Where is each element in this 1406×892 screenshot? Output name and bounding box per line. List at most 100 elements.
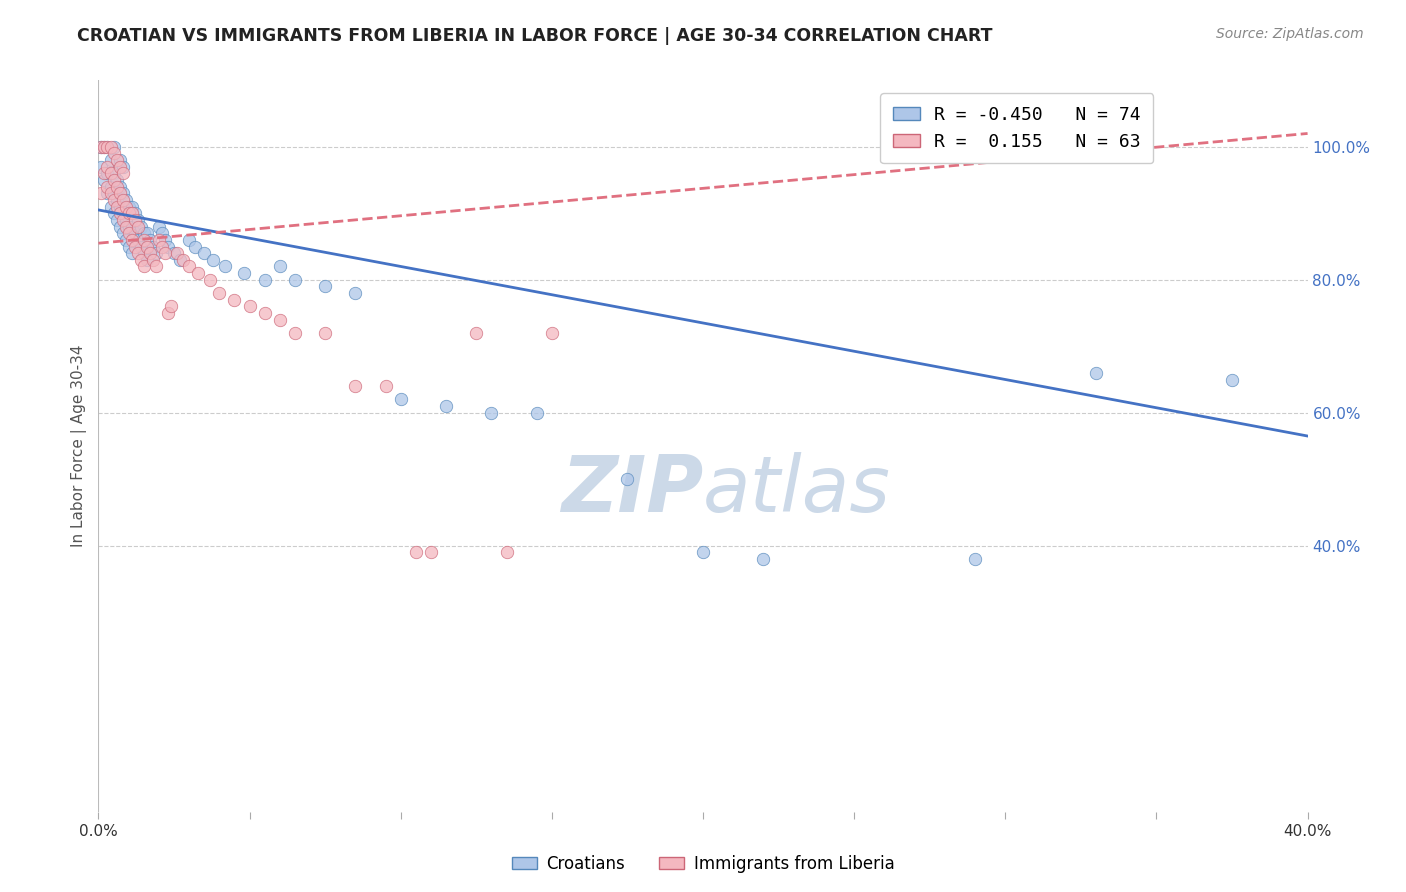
Point — [232, 266, 254, 280]
Point — [121, 233, 143, 247]
Point — [132, 260, 155, 274]
Point — [90, 160, 112, 174]
Point — [163, 246, 186, 260]
Point — [108, 219, 131, 234]
Point — [96, 140, 118, 154]
Point — [111, 226, 134, 240]
Point — [129, 219, 152, 234]
Point — [172, 252, 194, 267]
Point — [344, 286, 367, 301]
Point — [124, 206, 146, 220]
Point — [135, 226, 157, 240]
Point — [179, 233, 201, 247]
Point — [224, 293, 246, 307]
Point — [108, 179, 131, 194]
Point — [118, 226, 141, 240]
Point — [150, 239, 173, 253]
Point — [105, 193, 128, 207]
Point — [156, 306, 179, 320]
Point — [108, 206, 131, 220]
Point — [93, 140, 115, 154]
Point — [103, 166, 125, 180]
Point — [105, 179, 128, 194]
Point — [111, 186, 134, 201]
Point — [111, 166, 134, 180]
Point — [202, 252, 225, 267]
Point — [93, 140, 115, 154]
Point — [1085, 366, 1108, 380]
Point — [344, 379, 367, 393]
Point — [132, 246, 155, 260]
Point — [153, 246, 176, 260]
Point — [96, 179, 118, 194]
Point — [420, 545, 443, 559]
Point — [145, 246, 167, 260]
Point — [118, 200, 141, 214]
Point — [214, 260, 236, 274]
Point — [100, 166, 122, 180]
Point — [103, 186, 125, 201]
Point — [96, 186, 118, 201]
Point — [90, 140, 112, 154]
Point — [108, 200, 131, 214]
Point — [105, 213, 128, 227]
Point — [127, 233, 149, 247]
Point — [114, 200, 136, 214]
Point — [100, 179, 122, 194]
Point — [121, 219, 143, 234]
Point — [114, 233, 136, 247]
Point — [405, 545, 427, 559]
Point — [105, 153, 128, 167]
Point — [118, 219, 141, 234]
Point — [208, 286, 231, 301]
Point — [184, 239, 207, 253]
Point — [239, 299, 262, 313]
Point — [100, 186, 122, 201]
Point — [965, 552, 987, 566]
Point — [156, 239, 179, 253]
Point — [108, 186, 131, 201]
Point — [142, 252, 165, 267]
Point — [114, 193, 136, 207]
Point — [200, 273, 222, 287]
Point — [118, 239, 141, 253]
Point — [124, 226, 146, 240]
Point — [100, 153, 122, 167]
Point — [253, 306, 276, 320]
Point — [114, 219, 136, 234]
Point — [90, 140, 112, 154]
Text: atlas: atlas — [703, 452, 891, 528]
Point — [389, 392, 412, 407]
Point — [100, 200, 122, 214]
Point — [103, 206, 125, 220]
Point — [269, 312, 291, 326]
Point — [96, 140, 118, 154]
Point — [139, 246, 162, 260]
Point — [481, 406, 503, 420]
Point — [179, 260, 201, 274]
Point — [103, 146, 125, 161]
Point — [752, 552, 775, 566]
Point — [284, 273, 307, 287]
Legend: Croatians, Immigrants from Liberia: Croatians, Immigrants from Liberia — [505, 848, 901, 880]
Point — [127, 219, 149, 234]
Point — [111, 206, 134, 220]
Point — [108, 153, 131, 167]
Point — [284, 326, 307, 340]
Point — [434, 399, 457, 413]
Point — [135, 252, 157, 267]
Point — [93, 173, 115, 187]
Point — [114, 213, 136, 227]
Point — [103, 193, 125, 207]
Point — [314, 326, 336, 340]
Point — [96, 166, 118, 180]
Point — [142, 239, 165, 253]
Point — [692, 545, 714, 559]
Point — [121, 206, 143, 220]
Point — [124, 213, 146, 227]
Point — [495, 545, 517, 559]
Text: ZIP: ZIP — [561, 452, 703, 528]
Point — [96, 160, 118, 174]
Point — [111, 193, 134, 207]
Point — [153, 233, 176, 247]
